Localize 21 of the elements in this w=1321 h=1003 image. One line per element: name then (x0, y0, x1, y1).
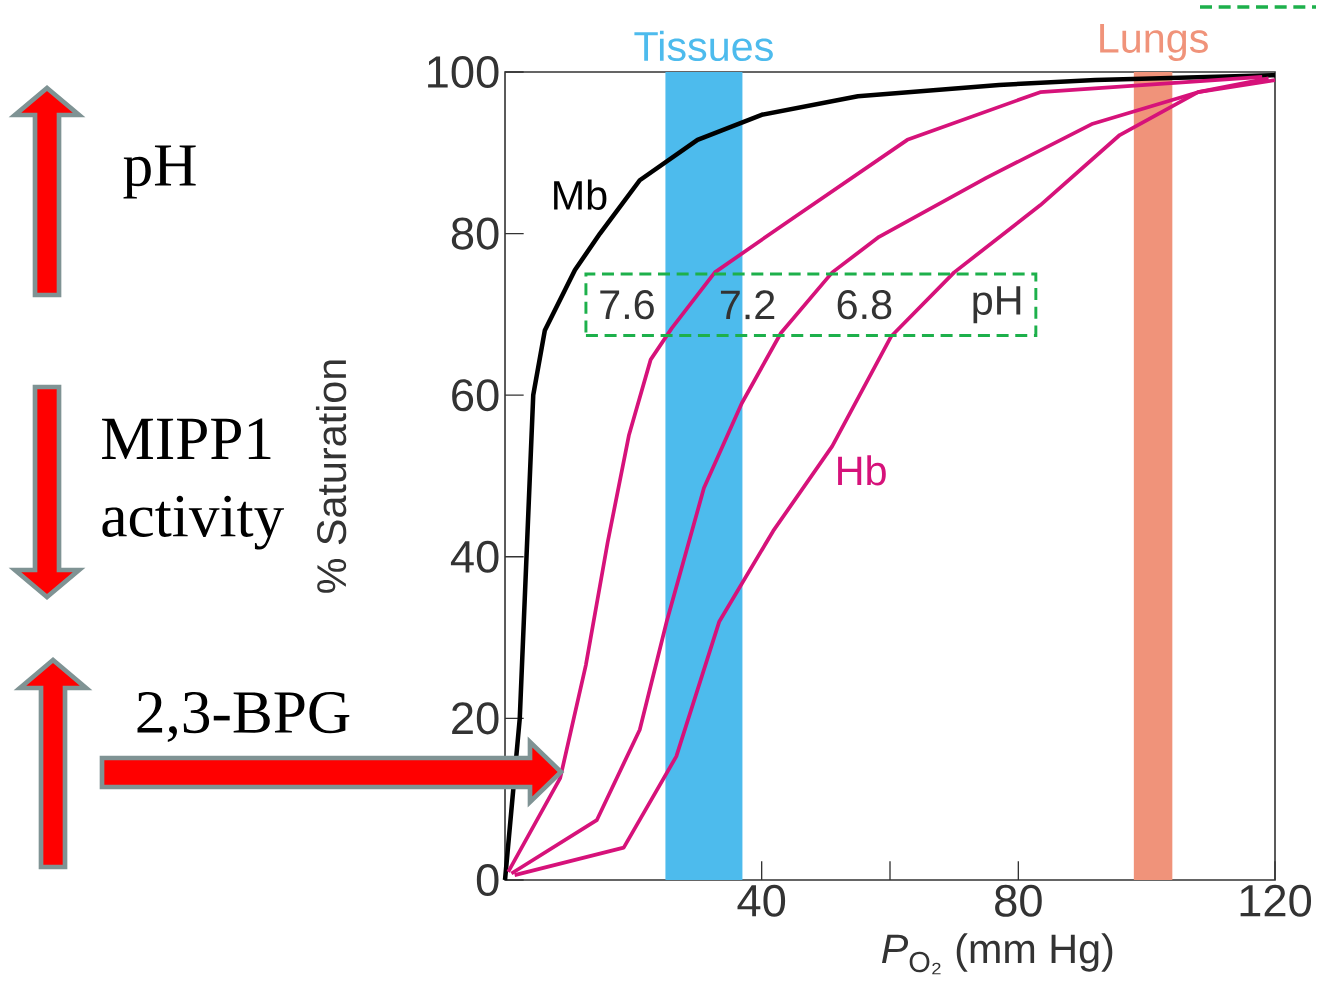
y-tick-label: 20 (452, 702, 499, 735)
y-axis-title: % Saturation (315, 360, 347, 593)
text: MIPP1 activity (102, 418, 285, 550)
annotation: Mb (554, 179, 607, 210)
x-tick-label: 120 (1240, 884, 1312, 917)
annotation: Hb (838, 455, 886, 486)
text: pH (123, 145, 196, 199)
band-label: Lungs (1100, 24, 1208, 62)
y-tick-label: 40 (450, 540, 499, 573)
y-tick-label: 100 (428, 55, 499, 89)
annotation: 6.8 (837, 290, 892, 320)
text: 2,3-BPG (137, 691, 350, 742)
y-tick-label: 0 (476, 863, 499, 897)
x-axis-title: P$_{O₂}$ (mm Hg) (882, 933, 1113, 975)
annotation: 7.6 (600, 290, 654, 320)
y-tick-label: 60 (452, 379, 499, 412)
x-tick-label: 80 (995, 884, 1042, 917)
annotation: pH (973, 286, 1021, 324)
band-label: Tissues (634, 30, 773, 62)
y-tick-label: 80 (451, 217, 499, 250)
x-tick-label: 40 (737, 884, 786, 917)
